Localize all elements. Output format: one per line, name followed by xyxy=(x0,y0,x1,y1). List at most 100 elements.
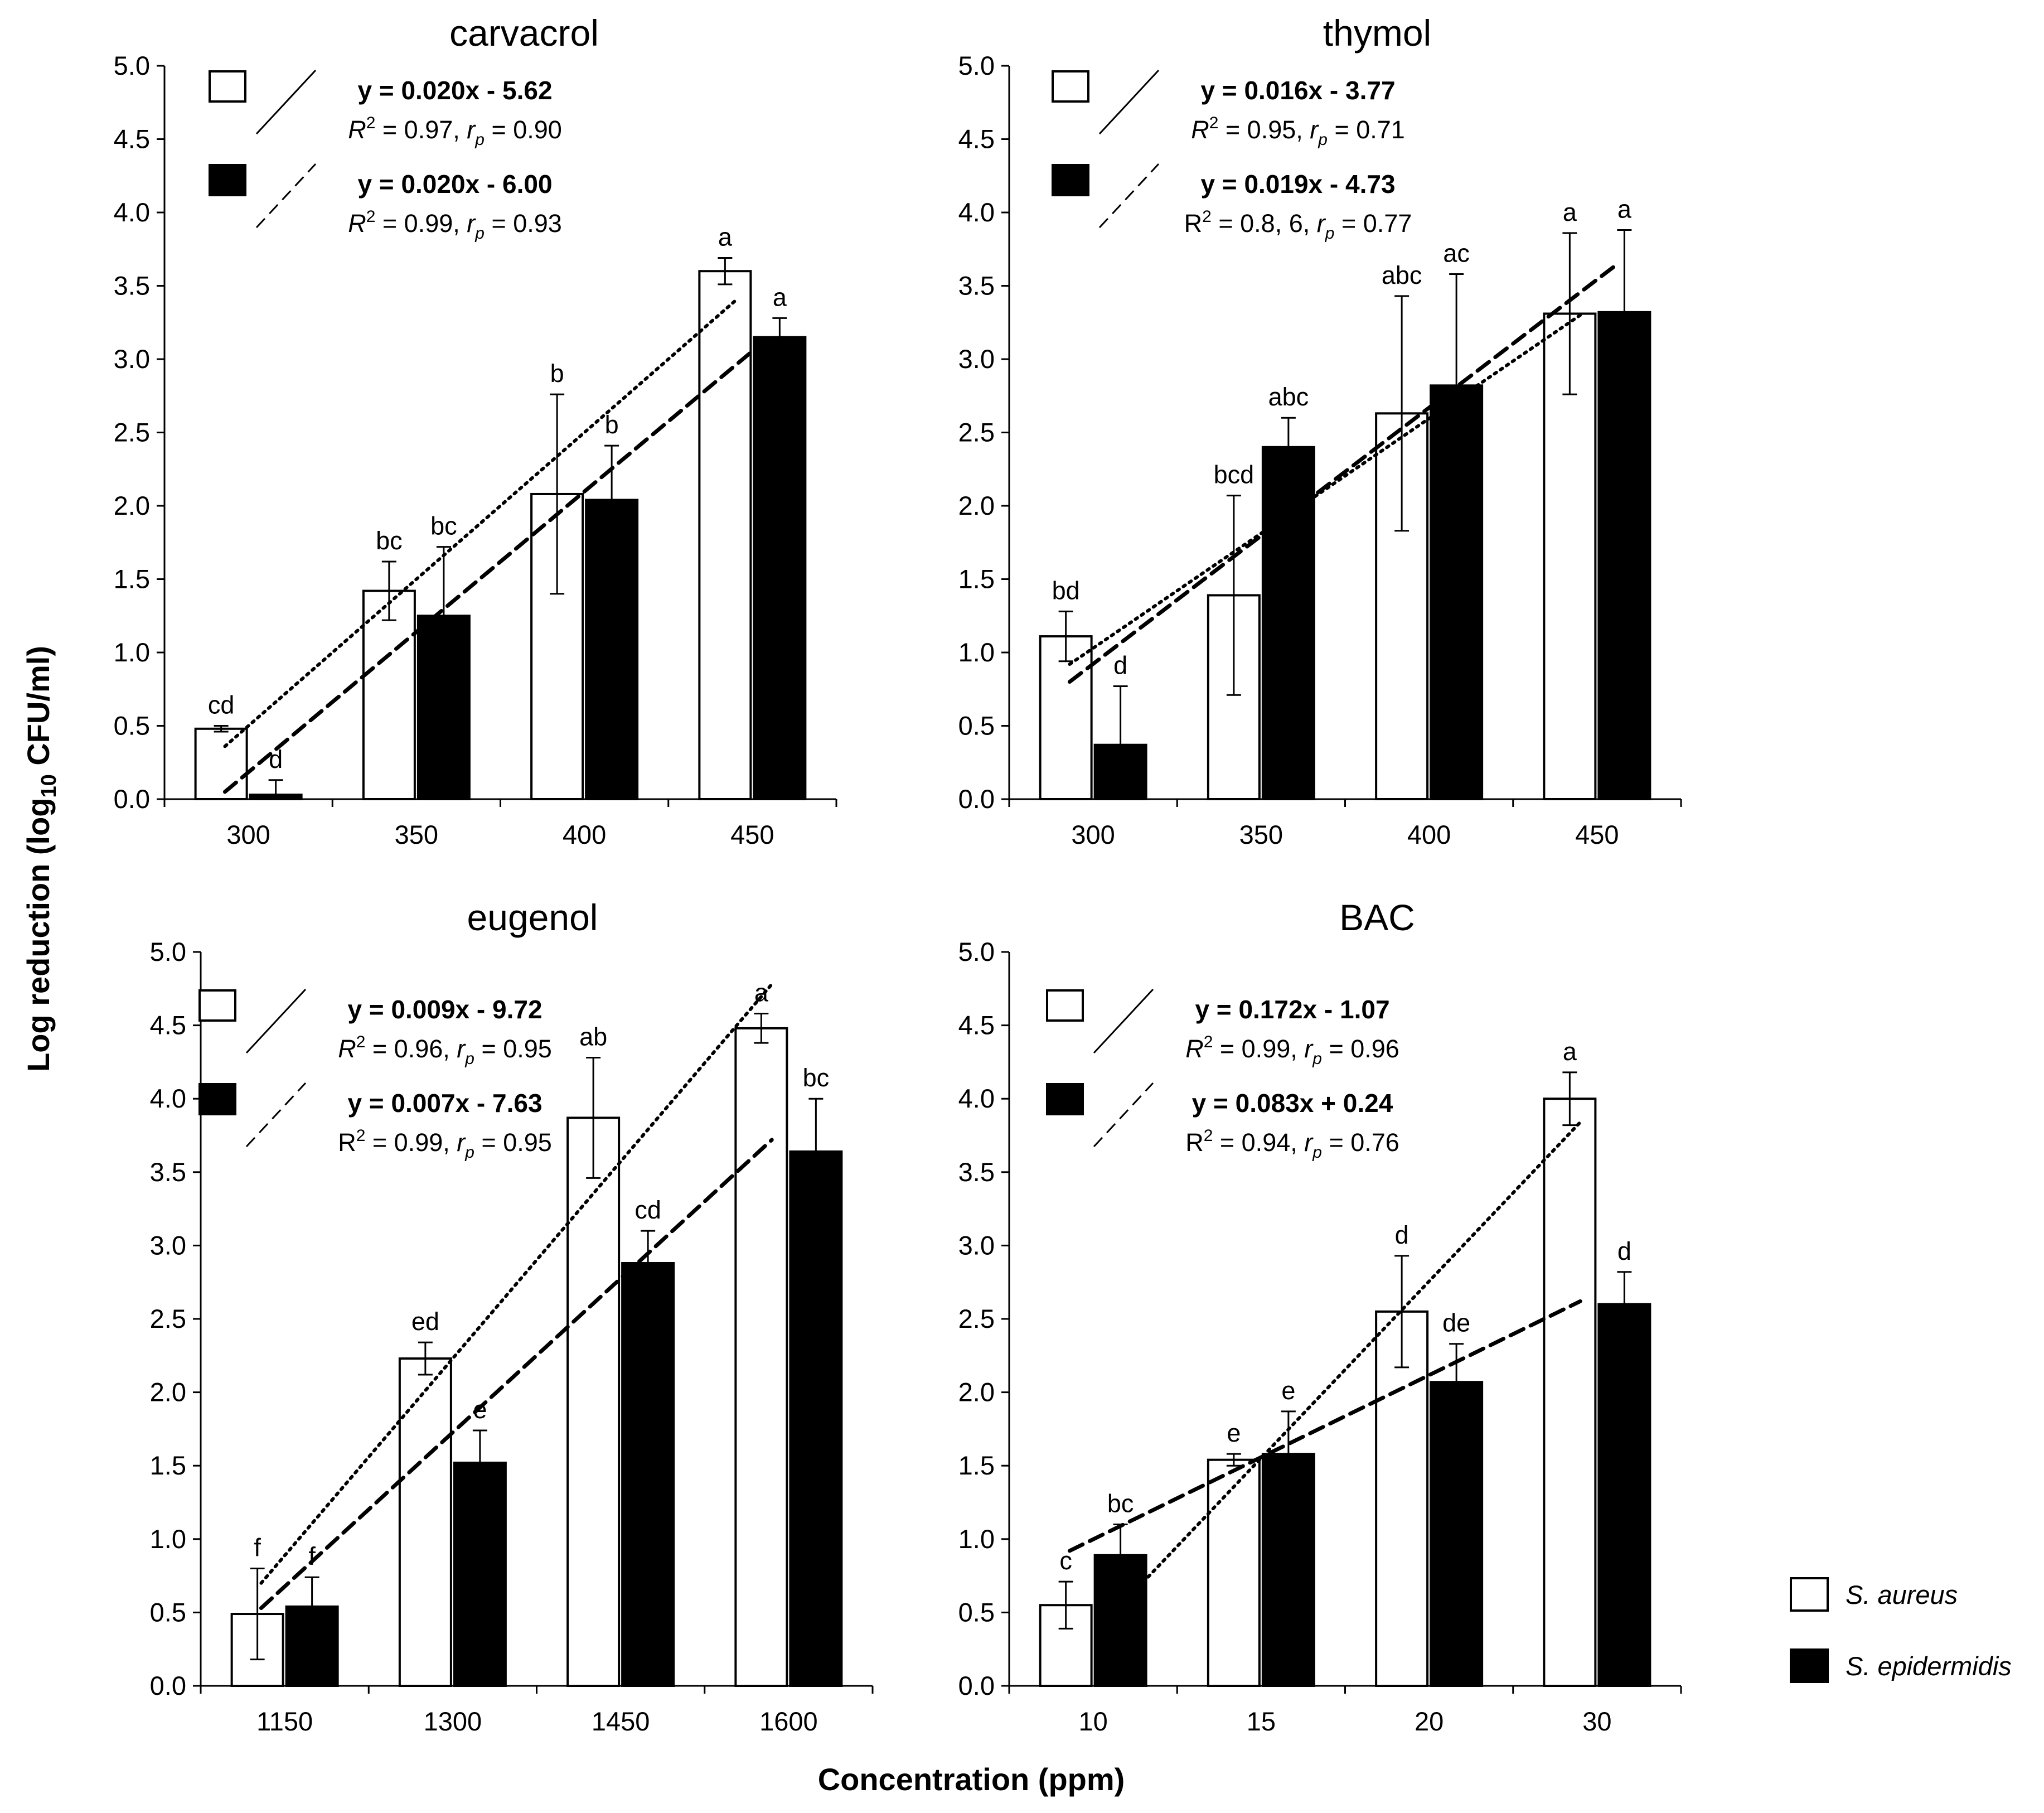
rp-subscript: p xyxy=(1318,130,1328,149)
y-tick-label: 2.0 xyxy=(150,1377,186,1407)
significance-letter: b xyxy=(550,359,564,388)
legend-line-solid xyxy=(245,988,307,1054)
bar-epidermidis xyxy=(1597,1303,1651,1687)
x-tick-label: 1450 xyxy=(592,1706,650,1736)
y-tick-label: 2.0 xyxy=(958,491,995,520)
y-tick-label: 4.5 xyxy=(958,124,995,154)
regression-stats: R2 = 0.99, rp = 0.93 xyxy=(348,207,562,243)
r2-symbol: R xyxy=(1185,1128,1204,1157)
rp-value: = 0.76 xyxy=(1322,1128,1399,1157)
y-tick-label: 0.5 xyxy=(958,1597,995,1627)
legend-box-aureus xyxy=(1046,989,1084,1022)
r2-superscript: 2 xyxy=(356,1127,366,1145)
legend-line-solid xyxy=(255,69,317,135)
y-tick-label: 4.0 xyxy=(114,197,150,227)
r2-superscript: 2 xyxy=(366,207,376,226)
significance-letter: ac xyxy=(1443,239,1470,267)
y-tick-label: 2.5 xyxy=(150,1304,186,1333)
y-tick-label: 4.5 xyxy=(958,1011,995,1040)
rp-subscript: p xyxy=(464,1050,474,1068)
chart-title: carvacrol xyxy=(449,12,599,54)
r2-symbol: R xyxy=(1191,115,1209,144)
y-tick-label: 1.0 xyxy=(150,1524,186,1554)
bar-epidermidis xyxy=(453,1461,507,1688)
rp-symbol: r xyxy=(1304,1034,1314,1063)
x-tick-label: 1600 xyxy=(759,1706,818,1736)
y-tick-label: 1.0 xyxy=(114,637,150,667)
legend-swatch-aureus xyxy=(1790,1577,1829,1612)
regression-equation: y = 0.019x - 4.73 xyxy=(1200,170,1395,199)
x-tick-label: 1300 xyxy=(424,1706,482,1736)
significance-letter: a xyxy=(1617,195,1632,224)
y-axis-label-unit: CFU/ml) xyxy=(21,646,56,774)
legend-box-aureus xyxy=(1052,70,1089,103)
y-tick-label: 4.5 xyxy=(114,124,150,154)
legend-box-aureus xyxy=(198,989,236,1022)
r2-symbol: R xyxy=(348,115,366,144)
significance-letter: ed xyxy=(411,1307,439,1336)
y-tick-label: 2.0 xyxy=(958,1377,995,1407)
significance-letter: b xyxy=(605,410,619,439)
trendline-dashed xyxy=(1067,264,1616,684)
significance-letter: cd xyxy=(208,691,235,719)
bar-aureus xyxy=(1039,635,1093,800)
rp-subscript: p xyxy=(1325,224,1335,243)
significance-letter: d xyxy=(1113,651,1127,679)
bar-epidermidis xyxy=(1261,446,1315,800)
rp-symbol: r xyxy=(1304,1128,1314,1157)
rp-subscript: p xyxy=(474,130,485,149)
x-tick-label: 350 xyxy=(1239,820,1283,849)
y-tick-label: 2.5 xyxy=(114,418,150,447)
y-tick-label: 1.0 xyxy=(958,1524,995,1554)
rp-subscript: p xyxy=(1312,1050,1322,1068)
r2-value: = 0.99, xyxy=(1213,1034,1304,1063)
legend-swatch-epidermidis xyxy=(1790,1648,1829,1683)
significance-letter: bc xyxy=(430,512,457,540)
regression-stats: R2 = 0.99, rp = 0.95 xyxy=(338,1127,552,1162)
r2-value: = 0.99, xyxy=(365,1128,457,1157)
legend-line-dashed xyxy=(255,163,317,229)
r2-superscript: 2 xyxy=(1202,207,1212,226)
legend-line-solid xyxy=(1093,988,1154,1054)
legend-line-dashed xyxy=(1098,163,1160,229)
regression-stats: R2 = 0.8, 6, rp = 0.77 xyxy=(1184,207,1412,243)
y-tick-label: 3.5 xyxy=(114,271,150,301)
y-tick-label: 3.0 xyxy=(958,344,995,374)
rp-symbol: r xyxy=(1310,115,1319,144)
trendline-dashed xyxy=(1067,1299,1582,1553)
x-tick-label: 300 xyxy=(1071,820,1115,849)
y-tick-label: 4.0 xyxy=(150,1084,186,1113)
trendline-dashed xyxy=(222,335,771,794)
regression-equation: y = 0.172x - 1.07 xyxy=(1195,995,1389,1024)
r2-symbol: R xyxy=(348,209,366,238)
trendline-dotted xyxy=(1101,1120,1582,1626)
significance-letter: abc xyxy=(1268,383,1309,411)
y-tick-label: 2.5 xyxy=(958,1304,995,1333)
rp-value: = 0.95 xyxy=(474,1128,552,1157)
x-tick-label: 450 xyxy=(1575,820,1619,849)
y-tick-label: 3.0 xyxy=(114,344,150,374)
legend-box-epidermidis xyxy=(1046,1083,1084,1115)
bar-aureus xyxy=(362,589,416,801)
trendline-dotted xyxy=(223,298,738,748)
legend-line-dashed xyxy=(1093,1082,1154,1148)
trendline-dotted xyxy=(259,982,774,1585)
bar-aureus xyxy=(1543,1098,1597,1687)
y-tick-label: 5.0 xyxy=(958,937,995,966)
rp-value: = 0.95 xyxy=(474,1034,552,1063)
regression-stats: R2 = 0.95, rp = 0.71 xyxy=(1191,114,1405,149)
rp-value: = 0.90 xyxy=(485,115,562,144)
y-tick-label: 5.0 xyxy=(958,51,995,80)
bar-aureus xyxy=(566,1116,621,1687)
regression-equation: y = 0.009x - 9.72 xyxy=(347,995,542,1024)
significance-letter: f xyxy=(308,1542,316,1570)
rp-subscript: p xyxy=(474,224,485,243)
y-axis-label-text: Log reduction (log xyxy=(21,798,56,1072)
bar-aureus xyxy=(398,1357,452,1687)
r2-superscript: 2 xyxy=(1204,1127,1213,1145)
x-tick-label: 450 xyxy=(730,820,774,849)
regression-equation: y = 0.020x - 5.62 xyxy=(357,76,552,105)
legend-box-aureus xyxy=(209,70,246,103)
y-tick-label: 3.5 xyxy=(958,1157,995,1187)
